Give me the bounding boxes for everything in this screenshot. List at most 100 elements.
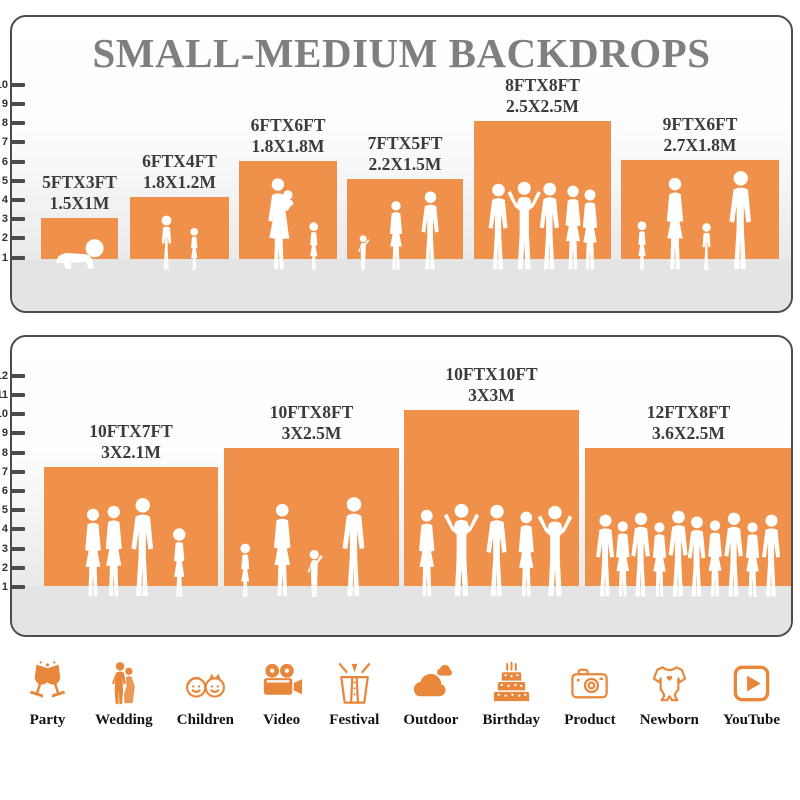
size-m: 3X3M [468, 384, 515, 405]
panel-small-medium-canvas: SMALL-MEDIUM BACKDROPS 5FTX3FT 1.5X1M 6FTX… [10, 15, 793, 313]
size-m: 3X2.1M [101, 441, 161, 462]
category-label: Product [564, 712, 616, 728]
backdrop-swatch [585, 448, 791, 597]
video-icon [258, 660, 305, 707]
girl-silhouette [173, 528, 186, 597]
category-festival: Festival [329, 660, 379, 729]
ruler-tick-label: 6 [1, 485, 8, 497]
ruler-tick-label: 5 [1, 174, 8, 187]
backdrop-size-label: 7FTX5FT 2.2X1.5M [368, 133, 443, 174]
backdrop-size-label: 10FTX7FT 3X2.1M [89, 421, 173, 462]
backdrop-swatch [239, 161, 337, 270]
woman-silhouette [518, 511, 535, 597]
youtube-icon [728, 660, 775, 707]
category-row: Party Wedding Children Video Festival Outdoor… [0, 660, 800, 729]
man-silhouette [421, 191, 439, 270]
page-title: SMALL-MEDIUM BACKDROPS [92, 30, 711, 76]
ruler-tick-label: 10 [0, 78, 8, 91]
stretch-silhouette [444, 503, 480, 597]
boy-silhouette [161, 215, 172, 270]
woman-silhouette [583, 189, 598, 270]
category-label: YouTube [723, 712, 780, 728]
woman-silhouette [565, 185, 581, 270]
girl-silhouette [240, 543, 250, 597]
ruler-tick-label: 8 [1, 117, 8, 130]
backdrop-swatch [474, 121, 611, 270]
category-label: Birthday [482, 712, 541, 728]
woman-silhouette [615, 521, 629, 597]
size-ft: 12FTX8FT [646, 402, 731, 423]
size-ft: 10FTX8FT [269, 402, 354, 423]
size-m: 1.8X1.8M [251, 135, 325, 156]
category-video: Video [258, 660, 305, 729]
man-silhouette [724, 512, 743, 597]
ruler-tick-label: 7 [1, 465, 8, 478]
size-ft: 6FTX6FT [250, 115, 326, 136]
backdrop-swatch [41, 218, 118, 270]
man-silhouette [668, 510, 688, 597]
ruler-tick-label: 7 [1, 136, 8, 149]
backdrop-group-large: 10FTX7FT 3X2.1M 10FTX8FT 3X2.5M 10FTX10FT 3X3… [12, 337, 791, 635]
category-newborn: Newborn [640, 660, 699, 729]
size-m: 3X2.5M [281, 422, 342, 443]
ruler-tick-label: 8 [1, 446, 8, 459]
woman-silhouette [273, 503, 290, 597]
backdrop-swatch [621, 160, 779, 270]
category-product: Product [564, 660, 616, 729]
woman-silhouette [666, 177, 683, 270]
size-ft: 9FTX6FT [662, 114, 738, 135]
girl-silhouette [309, 222, 318, 270]
category-wedding: Wedding [95, 660, 153, 729]
ruler-tick-label: 3 [1, 213, 8, 226]
backdrop-group-small-medium: 5FTX3FT 1.5X1M 6FTX4FT 1.8X1.2M 6FTX6FT 1.8X1… [12, 17, 791, 311]
ruler-tick-label: 9 [1, 97, 8, 110]
man-silhouette [596, 514, 615, 597]
panel-small-medium: SMALL-MEDIUM BACKDROPS 5FTX3FT 1.5X1M 6FTX… [0, 15, 793, 313]
man-silhouette [687, 516, 706, 597]
backdrop-swatch [224, 448, 399, 597]
toddler-silhouette [307, 550, 323, 597]
wedding-icon [100, 660, 147, 707]
children-icon [182, 660, 229, 707]
backdrop-size-label: 10FTX10FT 3X3M [445, 364, 537, 405]
category-party: Party [24, 660, 71, 729]
size-m: 1.5X1M [49, 192, 110, 213]
backdrop-swatch [404, 410, 579, 597]
womanbaby-silhouette [268, 178, 294, 270]
category-label: Party [29, 712, 66, 728]
category-label: Outdoor [403, 712, 459, 728]
size-ft: 5FTX3FT [42, 172, 117, 193]
ruler-tick-label: 1 [1, 581, 8, 593]
man-silhouette [761, 514, 780, 597]
category-label: Newborn [639, 712, 699, 728]
man-silhouette [342, 497, 364, 596]
floor [12, 259, 791, 311]
size-ft: 8FTX8FT [505, 75, 580, 96]
backdrop-size-label: 9FTX6FT 2.7X1.8M [663, 114, 738, 155]
man-silhouette [488, 183, 508, 270]
backdrop-size-label: 6FTX6FT 1.8X1.8M [251, 115, 326, 156]
ruler-tick-label: 2 [1, 561, 8, 574]
panel-large: 10FTX7FT 3X2.1M 10FTX8FT 3X2.5M 10FTX10FT 3X3… [0, 335, 793, 637]
man-silhouette [486, 504, 507, 597]
backdrop-size-label: 12FTX8FT 3.6X2.5M [647, 402, 731, 443]
man-silhouette [631, 512, 650, 597]
size-ft: 6FTX4FT [142, 151, 217, 172]
panel-large-canvas: 10FTX7FT 3X2.1M 10FTX8FT 3X2.5M 10FTX10FT 3X3… [10, 335, 793, 637]
category-children: Children [177, 660, 234, 729]
outdoor-icon [407, 660, 454, 707]
ruler-tick-label: 9 [1, 427, 8, 440]
baby-silhouette [56, 239, 105, 270]
ruler-tick-label: 4 [1, 523, 8, 536]
size-ft: 10FTX10FT [445, 364, 538, 385]
size-m: 2.7X1.8M [663, 134, 737, 155]
category-label: Festival [329, 712, 380, 728]
man-silhouette [729, 171, 752, 269]
stretch-silhouette [537, 505, 572, 597]
woman-silhouette [419, 509, 435, 597]
size-ft: 7FTX5FT [367, 133, 443, 154]
size-ft: 10FTX7FT [89, 421, 173, 442]
category-label: Children [176, 712, 235, 728]
backdrop-swatch [44, 467, 218, 597]
